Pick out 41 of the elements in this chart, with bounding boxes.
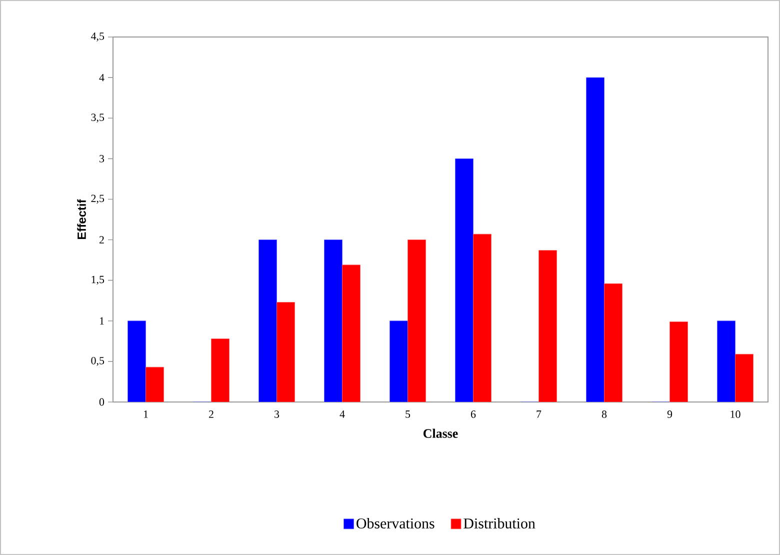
x-tick-label: 5 — [406, 410, 410, 418]
y-tick-label: 3 — [100, 154, 104, 162]
x-tick-label: 8 — [602, 410, 607, 418]
x-tick-label: 7 — [536, 410, 542, 418]
bar — [717, 320, 736, 402]
y-tick-label: 3,5 — [91, 114, 104, 123]
legend-label: Distribution — [464, 518, 536, 528]
x-tick-label: 4 — [340, 410, 345, 418]
bar — [473, 234, 492, 402]
bar — [276, 302, 295, 402]
bar — [211, 338, 230, 402]
bar — [735, 354, 754, 402]
x-tick-label: 1 — [144, 410, 148, 418]
y-tick-label: 0,5 — [91, 356, 104, 366]
bar — [455, 158, 474, 402]
bar — [390, 320, 408, 402]
y-tick-label: 4 — [99, 74, 104, 82]
legend-label: Observations — [356, 518, 434, 528]
bar — [342, 264, 360, 402]
y-tick-label: 0 — [99, 398, 104, 406]
y-tick-label: 1,5 — [92, 276, 104, 285]
x-tick-label: 6 — [470, 410, 476, 418]
y-axis-title: Effectif — [77, 199, 86, 239]
bar — [128, 320, 146, 402]
x-tick-label: 2 — [208, 410, 214, 418]
bar — [146, 366, 164, 402]
x-tick-label: 3 — [274, 410, 280, 418]
y-tick-label: 1 — [100, 317, 104, 325]
bar — [670, 322, 688, 402]
y-tick-label: 2,5 — [91, 194, 104, 204]
bar — [538, 250, 557, 402]
x-axis-title: Classe — [424, 428, 458, 438]
bar — [258, 240, 277, 402]
y-tick-label: 4,5 — [91, 32, 104, 42]
x-tick-label: 9 — [667, 410, 672, 418]
bar — [408, 240, 426, 402]
x-tick-label: 10 — [730, 410, 740, 418]
bar — [586, 77, 604, 402]
bar — [604, 283, 622, 402]
y-tick-label: 2 — [99, 236, 104, 244]
bar — [324, 240, 342, 402]
